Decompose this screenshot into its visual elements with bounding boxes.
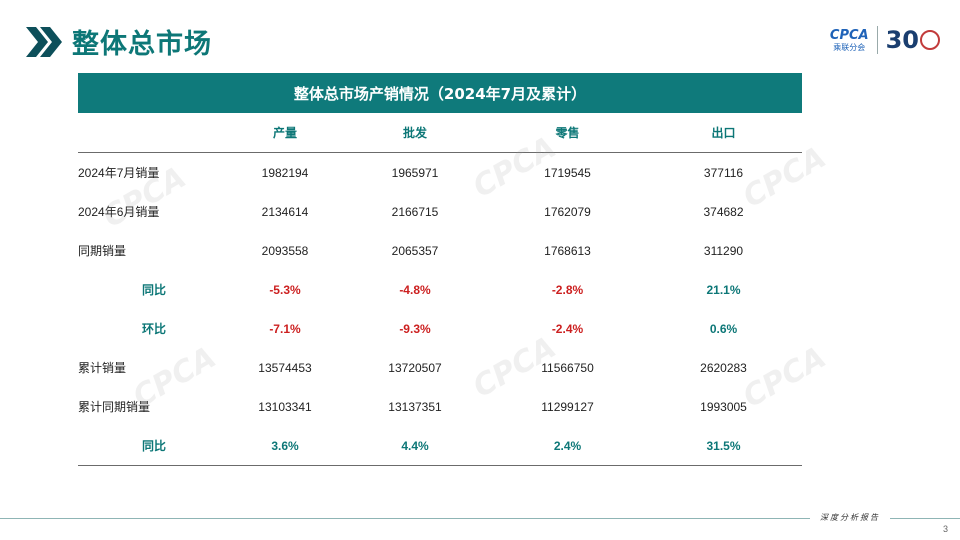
table-cell: 13720507	[388, 360, 442, 375]
table-cell: 13103341	[258, 399, 312, 414]
table-row: 同期销量 2093558 2065357 1768613 311290	[78, 231, 802, 270]
table-cell: 311290	[703, 243, 744, 258]
table-cell: 1982194	[261, 165, 309, 180]
table-row: 环比 -7.1% -9.3% -2.4% 0.6%	[78, 309, 802, 348]
row-label: 累计销量	[78, 361, 127, 375]
footer-divider	[0, 518, 960, 519]
table-cell: 2166715	[391, 204, 439, 219]
page-number: 3	[942, 524, 948, 534]
table-cell: 1993005	[700, 399, 747, 414]
market-table: 整体总市场产销情况（2024年7月及累计） 产量 批发 零售 出口 2024年7…	[78, 73, 802, 466]
double-chevron-icon	[26, 26, 62, 57]
table-row: 同比 3.6% 4.4% 2.4% 31.5%	[78, 426, 802, 466]
table-cell: 2093558	[261, 243, 309, 258]
logo-divider	[876, 26, 878, 54]
table-cell: 1762079	[544, 204, 591, 219]
table-cell: 2134614	[261, 204, 309, 219]
table-cell: 1719545	[544, 165, 591, 180]
table-cell: 1768613	[544, 243, 591, 258]
table-cell: 2065357	[391, 243, 439, 258]
table-cell: 0.6%	[709, 321, 738, 336]
page-header: 整体总市场	[24, 22, 212, 61]
cpca-logo: CPCA 乘联分会	[829, 27, 869, 52]
table-cell: -9.3%	[399, 321, 431, 336]
row-label: 2024年7月销量	[78, 166, 160, 180]
anniversary-logo: 30	[886, 26, 940, 54]
table-cell: 2.4%	[490, 426, 645, 466]
table-cell: 13574453	[258, 360, 312, 375]
table-cell: -5.3%	[269, 282, 301, 297]
row-label: 2024年6月销量	[78, 205, 160, 219]
table-cell: 21.1%	[706, 282, 741, 297]
table-cell: 374682	[703, 204, 744, 219]
table-cell: 1965971	[391, 165, 439, 180]
row-label: 同期销量	[78, 244, 127, 258]
page-title: 整体总市场	[72, 29, 212, 60]
row-label: 同比	[141, 283, 166, 297]
brand-logo: CPCA 乘联分会 30	[830, 26, 940, 54]
footer-tag: 深度分析报告	[810, 512, 890, 523]
row-label: 环比	[141, 322, 166, 336]
data-table: 产量 批发 零售 出口 2024年7月销量 1982194 1965971 17195…	[78, 113, 802, 466]
row-label: 累计同期销量	[78, 400, 151, 414]
table-cell: 11299127	[541, 399, 594, 414]
table-row: 同比 -5.3% -4.8% -2.8% 21.1%	[78, 270, 802, 309]
table-cell: 13137351	[388, 399, 442, 414]
table-title: 整体总市场产销情况（2024年7月及累计）	[78, 73, 802, 113]
cpca-cn-name: 乘联分会	[833, 42, 866, 52]
table-cell: 31.5%	[645, 426, 802, 466]
table-cell: 11566750	[541, 360, 594, 375]
table-cell: 2620283	[700, 360, 747, 375]
table-cell: -7.1%	[269, 321, 301, 336]
cpca-wordmark: CPCA	[829, 27, 869, 43]
table-row: 累计销量 13574453 13720507 11566750 2620283	[78, 348, 802, 387]
table-cell: 3.6%	[230, 426, 340, 466]
table-cell: 377116	[703, 165, 744, 180]
header-cell: 出口	[645, 113, 802, 153]
table-cell: -2.8%	[551, 282, 584, 297]
anniversary-number: 30	[885, 26, 919, 54]
table-row: 2024年7月销量 1982194 1965971 1719545 377116	[78, 153, 802, 193]
anniversary-emblem-icon	[920, 30, 940, 50]
table-row: 累计同期销量 13103341 13137351 11299127 1993005	[78, 387, 802, 426]
header-cell: 零售	[490, 113, 645, 153]
row-label: 同比	[78, 426, 230, 466]
table-cell: -2.4%	[551, 321, 584, 336]
table-row: 2024年6月销量 2134614 2166715 1762079 374682	[78, 192, 802, 231]
header-cell: 批发	[340, 113, 490, 153]
header-cell	[78, 113, 230, 153]
table-cell: 4.4%	[340, 426, 490, 466]
header-cell: 产量	[230, 113, 340, 153]
table-header-row: 产量 批发 零售 出口	[78, 113, 802, 153]
table-cell: -4.8%	[399, 282, 431, 297]
